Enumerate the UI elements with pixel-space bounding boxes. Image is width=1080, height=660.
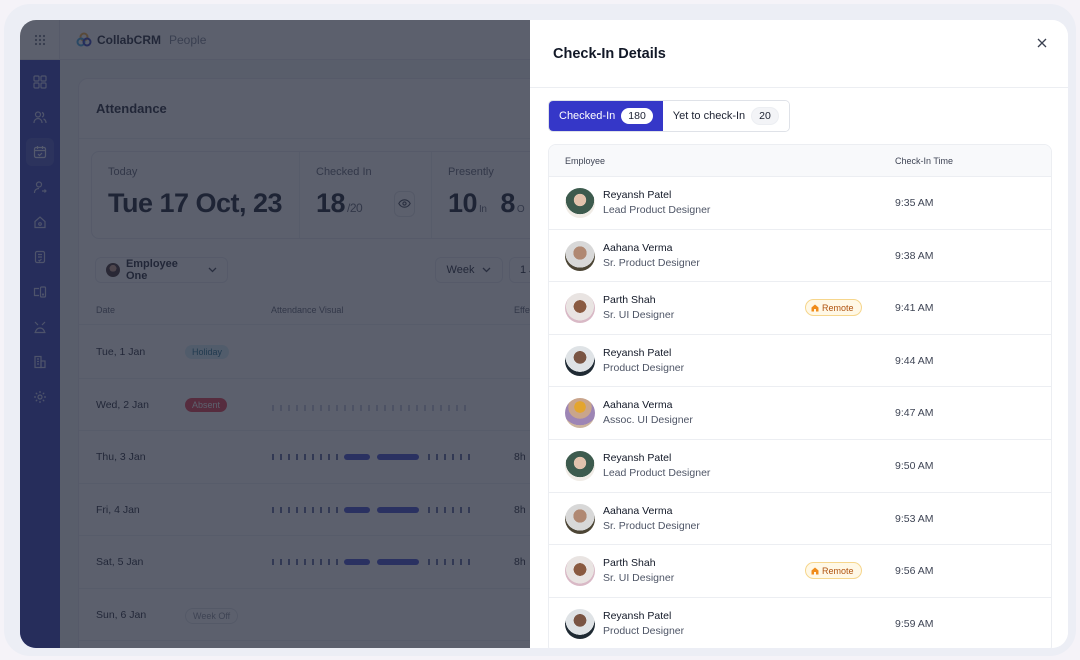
employee-role: Lead Product Designer xyxy=(603,204,711,216)
avatar xyxy=(565,503,595,534)
employee-name: Parth Shah xyxy=(603,557,656,570)
list-item[interactable]: Reyansh Patel Product Designer 9:59 AM xyxy=(549,598,1051,648)
check-in-time: 9:56 AM xyxy=(895,565,934,578)
check-in-time: 9:53 AM xyxy=(895,512,934,525)
column-employee: Employee xyxy=(565,156,606,166)
tab-checked-in[interactable]: Checked-In 180 xyxy=(549,101,663,131)
modal-overlay[interactable] xyxy=(20,20,530,648)
list-item[interactable]: Reyansh Patel Lead Product Designer 9:50 … xyxy=(549,440,1051,493)
avatar xyxy=(565,240,595,271)
employee-role: Sr. Product Designer xyxy=(603,256,700,269)
employee-name: Aahana Verma xyxy=(603,241,673,254)
remote-label: Remote xyxy=(822,565,854,576)
tab-label: Yet to check-In xyxy=(672,110,746,122)
employee-role: Assoc. UI Designer xyxy=(603,414,693,427)
employee-role: Product Designer xyxy=(603,624,685,637)
list-item[interactable]: Reyansh Patel Lead Product Designer 9:35 … xyxy=(549,177,1051,230)
list-item[interactable]: Parth Shah Sr. UI Designer Remote 9:41 AM xyxy=(549,282,1051,335)
avatar xyxy=(565,293,595,324)
employee-role: Sr. Product Designer xyxy=(603,519,700,532)
home-icon xyxy=(811,304,819,312)
check-in-time: 9:47 AM xyxy=(895,407,934,420)
employee-name: Reyansh Patel xyxy=(603,609,672,622)
count-badge: 180 xyxy=(621,108,653,124)
employee-role: Product Designer xyxy=(603,361,685,374)
employee-name: Reyansh Patel xyxy=(603,451,672,464)
close-button[interactable] xyxy=(1033,34,1051,52)
employee-name: Reyansh Patel xyxy=(603,346,672,359)
check-in-list: Employee Check-In Time Reyansh Patel Lea… xyxy=(548,144,1052,648)
employee-name: Aahana Verma xyxy=(603,504,673,517)
tab-label: Checked-In xyxy=(559,110,616,122)
check-in-tabs: Checked-In 180 Yet to check-In 20 xyxy=(548,100,790,132)
employee-role: Sr. UI Designer xyxy=(603,309,675,322)
check-in-time: 9:35 AM xyxy=(895,197,934,209)
avatar xyxy=(565,398,595,429)
divider xyxy=(530,87,1068,88)
remote-badge: Remote xyxy=(805,562,862,580)
list-item[interactable]: Aahana Verma Sr. Product Designer 9:38 AM xyxy=(549,230,1051,283)
avatar xyxy=(565,556,595,587)
home-icon xyxy=(811,567,819,575)
list-item[interactable]: Aahana Verma Sr. Product Designer 9:53 AM xyxy=(549,493,1051,546)
count-badge: 20 xyxy=(751,107,779,125)
list-item[interactable]: Reyansh Patel Product Designer 9:44 AM xyxy=(549,335,1051,388)
remote-label: Remote xyxy=(822,302,854,313)
employee-name: Parth Shah xyxy=(603,294,656,307)
avatar xyxy=(565,188,595,218)
drawer-title: Check-In Details xyxy=(553,46,666,62)
check-in-details-drawer: Check-In Details Checked-In 180 Yet to c… xyxy=(530,20,1068,648)
check-in-time: 9:44 AM xyxy=(895,354,934,367)
employee-role: Lead Product Designer xyxy=(603,466,711,479)
employee-role: Sr. UI Designer xyxy=(603,572,675,585)
list-item[interactable]: Parth Shah Sr. UI Designer Remote 9:56 AM xyxy=(549,545,1051,598)
remote-badge: Remote xyxy=(805,299,862,317)
employee-name: Reyansh Patel xyxy=(603,189,672,201)
device-frame: CollabCRM People Attendance Today Tue 17… xyxy=(4,4,1076,656)
check-in-list-body: Reyansh Patel Lead Product Designer 9:35 … xyxy=(549,177,1051,648)
avatar xyxy=(565,345,595,376)
avatar xyxy=(565,450,595,481)
check-in-list-header: Employee Check-In Time xyxy=(549,145,1051,177)
app-screen: CollabCRM People Attendance Today Tue 17… xyxy=(20,20,1068,648)
check-in-time: 9:41 AM xyxy=(895,302,934,315)
close-icon xyxy=(1037,38,1047,48)
tab-yet-to-check-in[interactable]: Yet to check-In 20 xyxy=(662,101,789,131)
employee-name: Aahana Verma xyxy=(603,399,673,412)
check-in-time: 9:38 AM xyxy=(895,249,934,262)
list-item[interactable]: Aahana Verma Assoc. UI Designer 9:47 AM xyxy=(549,387,1051,440)
check-in-time: 9:59 AM xyxy=(895,617,934,630)
avatar xyxy=(565,608,595,639)
check-in-time: 9:50 AM xyxy=(895,459,934,472)
column-check-in-time: Check-In Time xyxy=(895,156,954,166)
